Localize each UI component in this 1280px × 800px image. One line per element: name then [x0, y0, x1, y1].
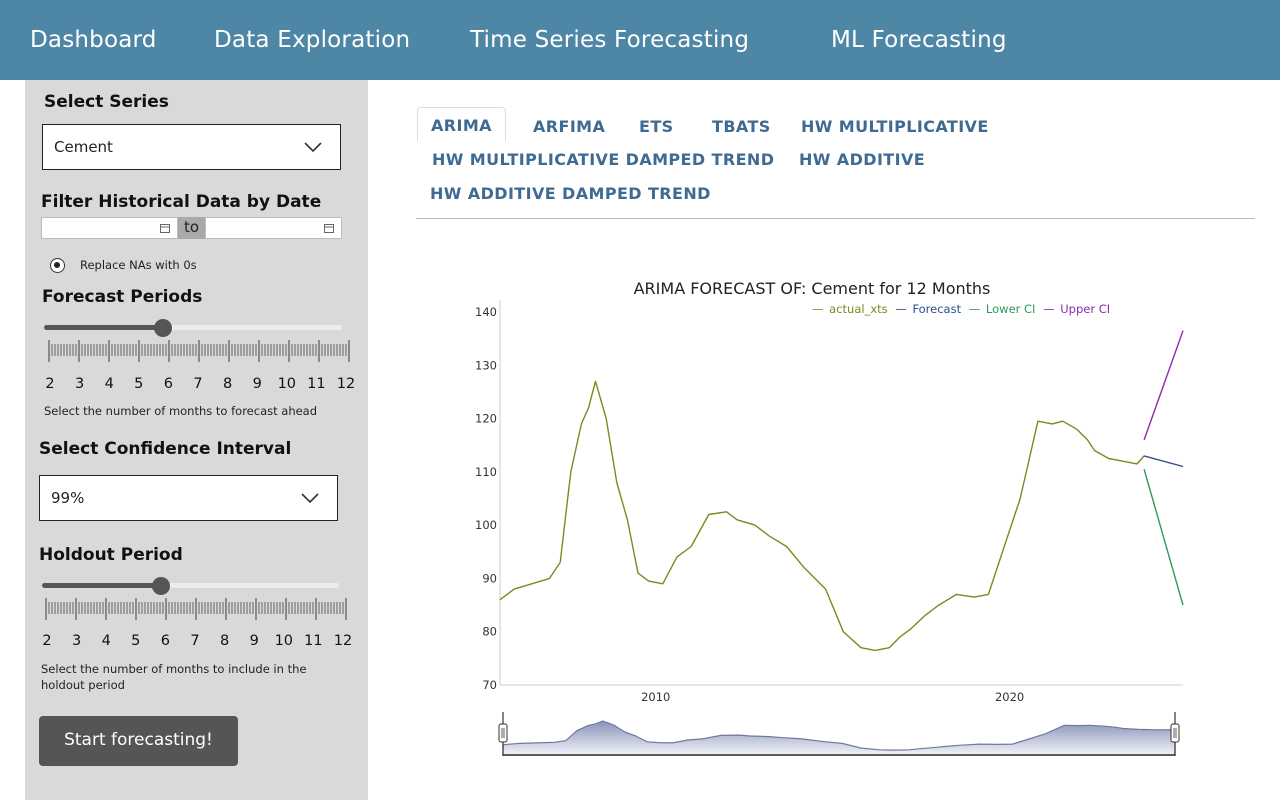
slider-tick-label: 7	[190, 633, 200, 649]
tab-hw-multiplicative-damped[interactable]: HW MULTIPLICATIVE DAMPED TREND	[432, 150, 775, 169]
slider-tick-label: 11	[307, 376, 326, 392]
chevron-down-icon	[301, 493, 319, 504]
holdout-help-text-1: Select the number of months to include i…	[41, 662, 307, 676]
nav-dashboard[interactable]: Dashboard	[30, 27, 157, 53]
tab-hw-additive-damped[interactable]: HW ADDITIVE DAMPED TREND	[430, 184, 711, 203]
series-line-lower-ci	[1143, 469, 1184, 606]
slider-tick-label: 3	[71, 633, 82, 649]
forecast-periods-label: Forecast Periods	[42, 287, 203, 307]
holdout-period-label: Holdout Period	[39, 545, 183, 565]
slider-tick-label: 12	[336, 376, 356, 392]
y-tick-label: 110	[475, 465, 497, 479]
end-date-input[interactable]	[205, 217, 342, 239]
slider-tick-label: 7	[193, 376, 203, 392]
slider-tick-label: 6	[160, 633, 170, 649]
forecast-slider-track[interactable]	[44, 325, 342, 330]
range-selector-preview[interactable]	[502, 720, 1176, 756]
slider-tick-label: 10	[274, 633, 294, 649]
sidebar-panel	[25, 80, 368, 800]
y-tick-label: 90	[482, 571, 497, 585]
start-date-input[interactable]	[41, 217, 178, 239]
nav-time-series-forecasting[interactable]: Time Series Forecasting	[470, 27, 750, 53]
slider-tick-label: 4	[101, 633, 111, 649]
confidence-interval-select[interactable]: 99%	[39, 475, 338, 521]
date-range-separator: to	[178, 217, 205, 239]
slider-tick-label: 10	[277, 376, 297, 392]
slider-tick-label: 5	[131, 633, 141, 649]
forecast-help-text: Select the number of months to forecast …	[44, 404, 318, 418]
y-tick-label: 80	[482, 625, 497, 639]
replace-na-label: Replace NAs with 0s	[80, 258, 197, 272]
start-forecasting-button[interactable]: Start forecasting!	[39, 716, 238, 766]
slider-tick-label: 2	[45, 376, 55, 392]
forecast-slider-ticks	[48, 340, 350, 362]
holdout-help-text-2: holdout period	[41, 678, 125, 692]
filter-date-label: Filter Historical Data by Date	[41, 192, 322, 212]
tab-hw-multiplicative[interactable]: HW MULTIPLICATIVE	[801, 117, 989, 136]
forecast-slider-handle[interactable]	[154, 319, 173, 337]
replace-na-radio[interactable]	[50, 258, 65, 273]
tab-tbats[interactable]: TBATS	[712, 117, 771, 136]
slider-tick-label: 11	[304, 633, 323, 649]
slider-tick-label: 9	[249, 633, 259, 649]
select-series-label: Select Series	[44, 92, 169, 112]
series-select-value: Cement	[54, 138, 113, 156]
range-handle-left[interactable]	[498, 712, 508, 756]
y-tick-label: 120	[475, 412, 497, 426]
y-tick-label: 100	[475, 518, 497, 532]
y-tick-label: 70	[482, 678, 497, 692]
series-line-forecast	[1143, 455, 1184, 468]
tab-divider	[416, 218, 1255, 219]
chart-legend: — actual_xts — Forecast — Lower CI — Upp…	[812, 302, 1114, 316]
legend-forecast: — Forecast	[895, 302, 962, 316]
slider-tick-label: 8	[219, 633, 230, 649]
x-tick-label: 2010	[641, 690, 670, 704]
y-tick-label: 130	[475, 358, 497, 372]
x-tick-label: 2020	[995, 690, 1024, 704]
tab-ets[interactable]: ETS	[639, 117, 674, 136]
confidence-interval-label: Select Confidence Interval	[39, 439, 292, 459]
tab-hw-additive[interactable]: HW ADDITIVE	[799, 150, 926, 169]
chevron-down-icon	[304, 142, 322, 153]
calendar-icon	[160, 224, 170, 233]
tab-arfima[interactable]: ARFIMA	[533, 117, 606, 136]
legend-lower-ci: — Lower CI	[968, 302, 1036, 316]
holdout-slider-ticks	[45, 598, 347, 620]
series-line-actual-xts	[499, 380, 1145, 652]
holdout-slider-fill	[42, 583, 161, 588]
slider-tick-label: 4	[104, 376, 114, 392]
legend-actual: — actual_xts	[812, 302, 888, 316]
confidence-interval-value: 99%	[51, 489, 85, 507]
forecast-slider-fill	[44, 325, 164, 330]
legend-upper-ci: — Upper CI	[1043, 302, 1111, 316]
tab-arima[interactable]: ARIMA	[417, 107, 506, 141]
nav-data-exploration[interactable]: Data Exploration	[214, 27, 411, 53]
series-select[interactable]: Cement	[42, 124, 341, 170]
top-navbar: Dashboard Data Exploration Time Series F…	[0, 0, 1280, 80]
slider-tick-label: 5	[134, 376, 144, 392]
chart-title: ARIMA FORECAST OF: Cement for 12 Months	[633, 279, 991, 298]
calendar-icon	[324, 224, 334, 233]
holdout-slider-handle[interactable]	[151, 577, 170, 595]
slider-tick-label: 2	[42, 633, 52, 649]
slider-tick-label: 6	[163, 376, 173, 392]
y-tick-label: 140	[475, 305, 497, 319]
slider-tick-label: 8	[222, 376, 233, 392]
range-handle-right[interactable]	[1170, 712, 1180, 756]
slider-tick-label: 3	[74, 376, 85, 392]
nav-ml-forecasting[interactable]: ML Forecasting	[831, 27, 1007, 53]
holdout-slider-track[interactable]	[42, 583, 339, 588]
forecast-chart[interactable]: 70 80 90 100 110 120 130 140 2010 2020	[470, 300, 1200, 770]
slider-tick-label: 9	[252, 376, 262, 392]
slider-tick-label: 12	[333, 633, 353, 649]
series-line-upper-ci	[1143, 330, 1184, 441]
